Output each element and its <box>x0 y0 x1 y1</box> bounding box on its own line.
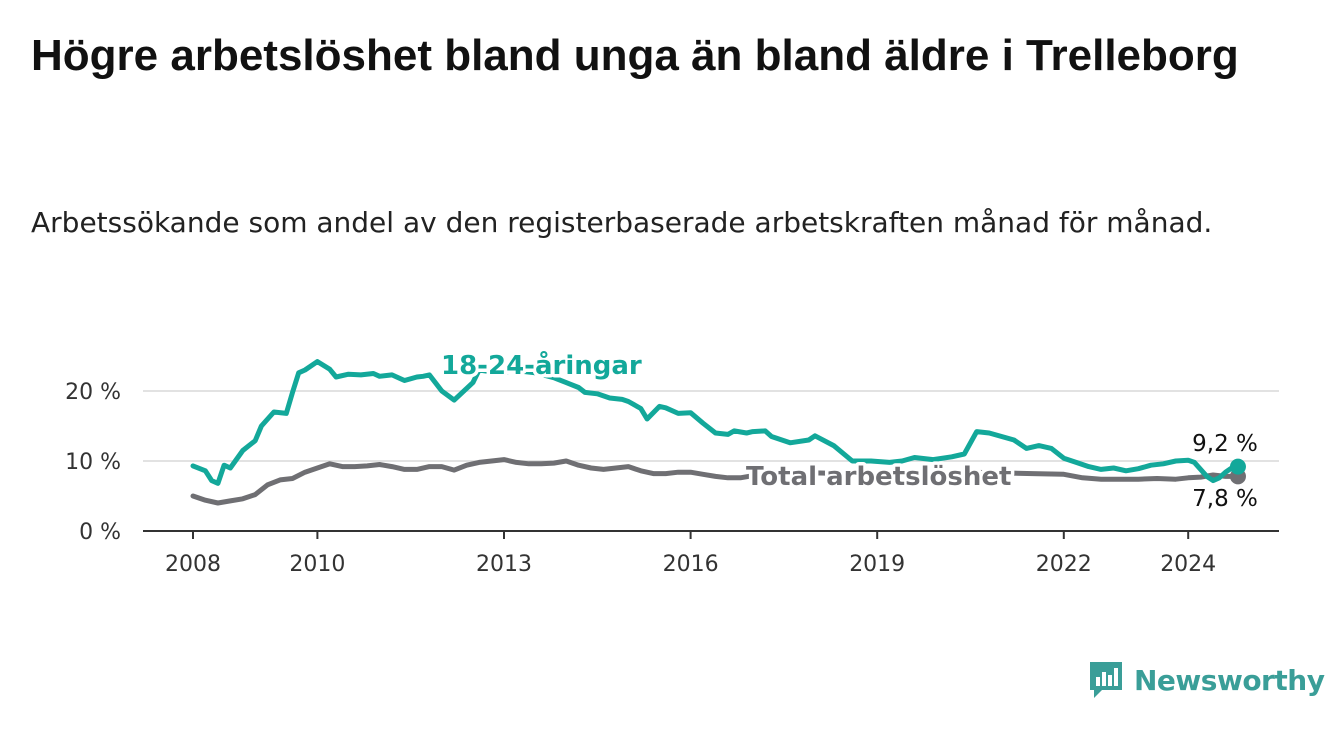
end-label-young: 9,2 % <box>1192 431 1258 457</box>
y-tick-label: 20 % <box>65 380 121 405</box>
x-tick-label: 2024 <box>1160 552 1216 577</box>
end-point-young <box>1229 458 1246 475</box>
end-label-total: 7,8 % <box>1192 486 1258 512</box>
series-label-total: Total arbetslöshet <box>746 462 1011 492</box>
grid-layer <box>143 390 1279 462</box>
series-label-young: 18-24-åringar <box>441 349 642 381</box>
chart-subtitle: Arbetssökande som andel av den registerb… <box>31 206 1213 239</box>
series-layer <box>190 359 1246 506</box>
newsworthy-logo-icon <box>1090 662 1122 698</box>
axis-layer: 0 % 10 % 20 % 2008 2010 2013 2016 2019 2022 2024 <box>65 380 1279 577</box>
x-tick-label: 2013 <box>476 552 532 577</box>
series-label-total-halo: Total arbetslöshet <box>746 462 1011 492</box>
y-tick-label: 0 % <box>79 520 121 545</box>
newsworthy-logo: Newsworthy <box>1088 660 1325 700</box>
x-tick-label: 2008 <box>165 552 221 577</box>
x-tick-label: 2022 <box>1036 552 1092 577</box>
page-title: Högre arbetslöshet bland unga än bland ä… <box>31 31 1239 80</box>
series-line-total <box>190 457 1241 506</box>
x-tick-label: 2016 <box>663 552 719 577</box>
x-tick-label: 2010 <box>289 552 345 577</box>
series-label-young-halo: 18-24-åringar <box>441 349 642 381</box>
series-line-young <box>190 359 1241 486</box>
line-chart: 0 %10 %20 %2008 2010 2013 2016 2019 2022 2024 … <box>65 346 1279 577</box>
y-tick-label: 10 % <box>65 450 121 475</box>
x-tick-label: 2019 <box>849 552 905 577</box>
brand-name: Newsworthy <box>1134 663 1325 697</box>
